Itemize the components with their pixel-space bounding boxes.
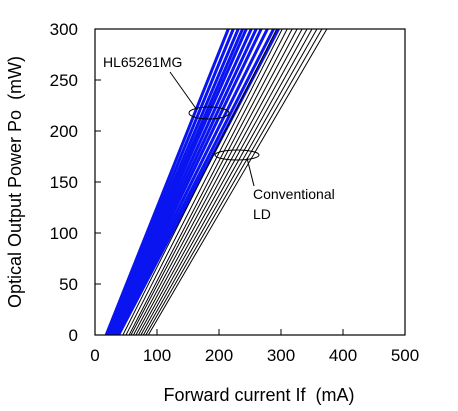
- conventional-ld-curve-6: [135, 29, 303, 335]
- hl65261mg-curve-3: [107, 29, 240, 335]
- axis-tick-labels: 0 100 200 300 400 500 0 50 100 150 200 250 300: [50, 20, 420, 365]
- hl65261mg-curve-9: [114, 29, 269, 335]
- x-tick-label-100: 100: [143, 346, 171, 365]
- x-tick-label-0: 0: [90, 346, 99, 365]
- y-tick-label-200: 200: [50, 122, 78, 141]
- y-tick-label-0: 0: [69, 326, 78, 345]
- conventional-callout-ellipse: [214, 149, 260, 161]
- y-tick-label-50: 50: [59, 275, 78, 294]
- conventional-ld-curve-1: [122, 29, 278, 335]
- x-tick-label-500: 500: [391, 346, 419, 365]
- conventional-ld-curve-4: [130, 29, 293, 335]
- y-tick-label-300: 300: [50, 20, 78, 39]
- plot-lines: [104, 29, 328, 335]
- hl65261mg-curve-7: [112, 29, 258, 335]
- x-tick-label-300: 300: [267, 346, 295, 365]
- conventional-ld-curve-8: [140, 29, 313, 335]
- conventional-ld-curve-11: [147, 29, 328, 335]
- hl65261mg-curve-6: [110, 29, 253, 335]
- conventional-ld-curve-10: [145, 29, 323, 335]
- conventional-ld-curve-2: [125, 29, 283, 335]
- y-tick-label-250: 250: [50, 71, 78, 90]
- y-tick-label-100: 100: [50, 224, 78, 243]
- hl65261mg-curve-5: [109, 29, 248, 335]
- hl65261mg-curve-2: [106, 29, 235, 335]
- conventional-ld-curve-7: [137, 29, 308, 335]
- conventional-ld-curve-9: [142, 29, 318, 335]
- x-tick-label-200: 200: [205, 346, 233, 365]
- x-tick-label-400: 400: [329, 346, 357, 365]
- hl65261mg-curve-1: [104, 29, 230, 335]
- annotation-conventional: Conventional: [253, 186, 335, 202]
- axis-ticks: [94, 28, 406, 336]
- hl65261mg-curve-8: [113, 29, 263, 335]
- y-tick-label-150: 150: [50, 173, 78, 192]
- annotation-hl65261mg: HL65261MG: [103, 54, 182, 70]
- annotation-ld: LD: [253, 206, 271, 222]
- y-axis-label: Optical Output Power Po (mW): [5, 56, 25, 308]
- hl65261mg-curve-4: [108, 29, 244, 335]
- hl65261mg-callout-leader: [169, 71, 198, 111]
- conventional-callout-leader: [246, 157, 255, 187]
- x-axis-label: Forward current If (mA): [163, 385, 354, 405]
- conventional-ld-curve-3: [128, 29, 288, 335]
- callout-markers: [169, 71, 260, 187]
- conventional-ld-curve-5: [132, 29, 298, 335]
- hl65261mg-callout-ellipse: [188, 106, 230, 120]
- hl65261mg-curve-10: [115, 29, 275, 335]
- hl65261mg-curve-11: [117, 29, 280, 335]
